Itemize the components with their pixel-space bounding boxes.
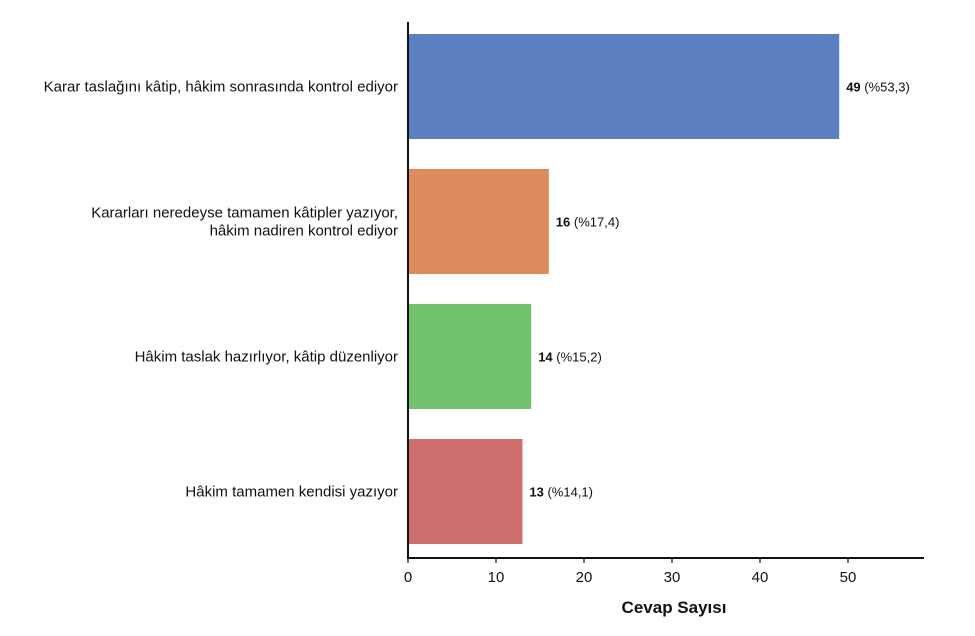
category-label-line: Kararları neredeyse tamamen kâtipler yaz… [91,205,398,222]
bar-2 [409,169,549,274]
category-labels: Karar taslağını kâtip, hâkim sonrasında … [44,79,398,501]
category-label-2: Kararları neredeyse tamamen kâtipler yaz… [91,205,398,240]
value-count: 13 [529,485,543,500]
x-axis-ticks: 0 10 20 30 40 50 [404,558,857,586]
value-percent: (%14,1) [544,485,593,500]
value-count: 49 [846,80,860,95]
value-percent: (%15,2) [553,350,602,365]
bars-group [409,34,840,544]
x-axis-title: Cevap Sayısı [622,598,727,617]
value-label-3: 14 (%15,2) [538,350,602,365]
value-percent: (%53,3) [861,80,910,95]
value-label-2: 16 (%17,4) [556,215,620,230]
bar-1 [409,34,840,139]
category-label-3: Hâkim taslak hazırlıyor, kâtip düzenliyo… [135,349,398,366]
category-label-line: Hâkim taslak hazırlıyor, kâtip düzenliyo… [135,349,398,366]
x-tick-label: 20 [576,569,593,586]
category-label-4: Hâkim tamamen kendisi yazıyor [185,484,398,501]
category-label-line: Karar taslağını kâtip, hâkim sonrasında … [44,79,398,96]
category-label-line: Hâkim tamamen kendisi yazıyor [185,484,398,501]
bar-3 [409,304,532,409]
value-percent: (%17,4) [570,215,619,230]
x-tick-label: 10 [488,569,505,586]
value-count: 16 [556,215,570,230]
x-tick-label: 30 [664,569,681,586]
x-tick-label: 0 [404,569,412,586]
value-count: 14 [538,350,553,365]
x-tick-label: 40 [752,569,769,586]
bar-4 [409,439,523,544]
value-label-4: 13 (%14,1) [529,485,593,500]
x-tick-label: 50 [840,569,857,586]
category-label-line: hâkim nadiren kontrol ediyor [210,223,398,240]
value-label-1: 49 (%53,3) [846,80,910,95]
value-labels: 49 (%53,3) 16 (%17,4) 14 (%15,2) 13 (%14,1) [529,80,909,500]
category-label-1: Karar taslağını kâtip, hâkim sonrasında … [44,79,398,96]
